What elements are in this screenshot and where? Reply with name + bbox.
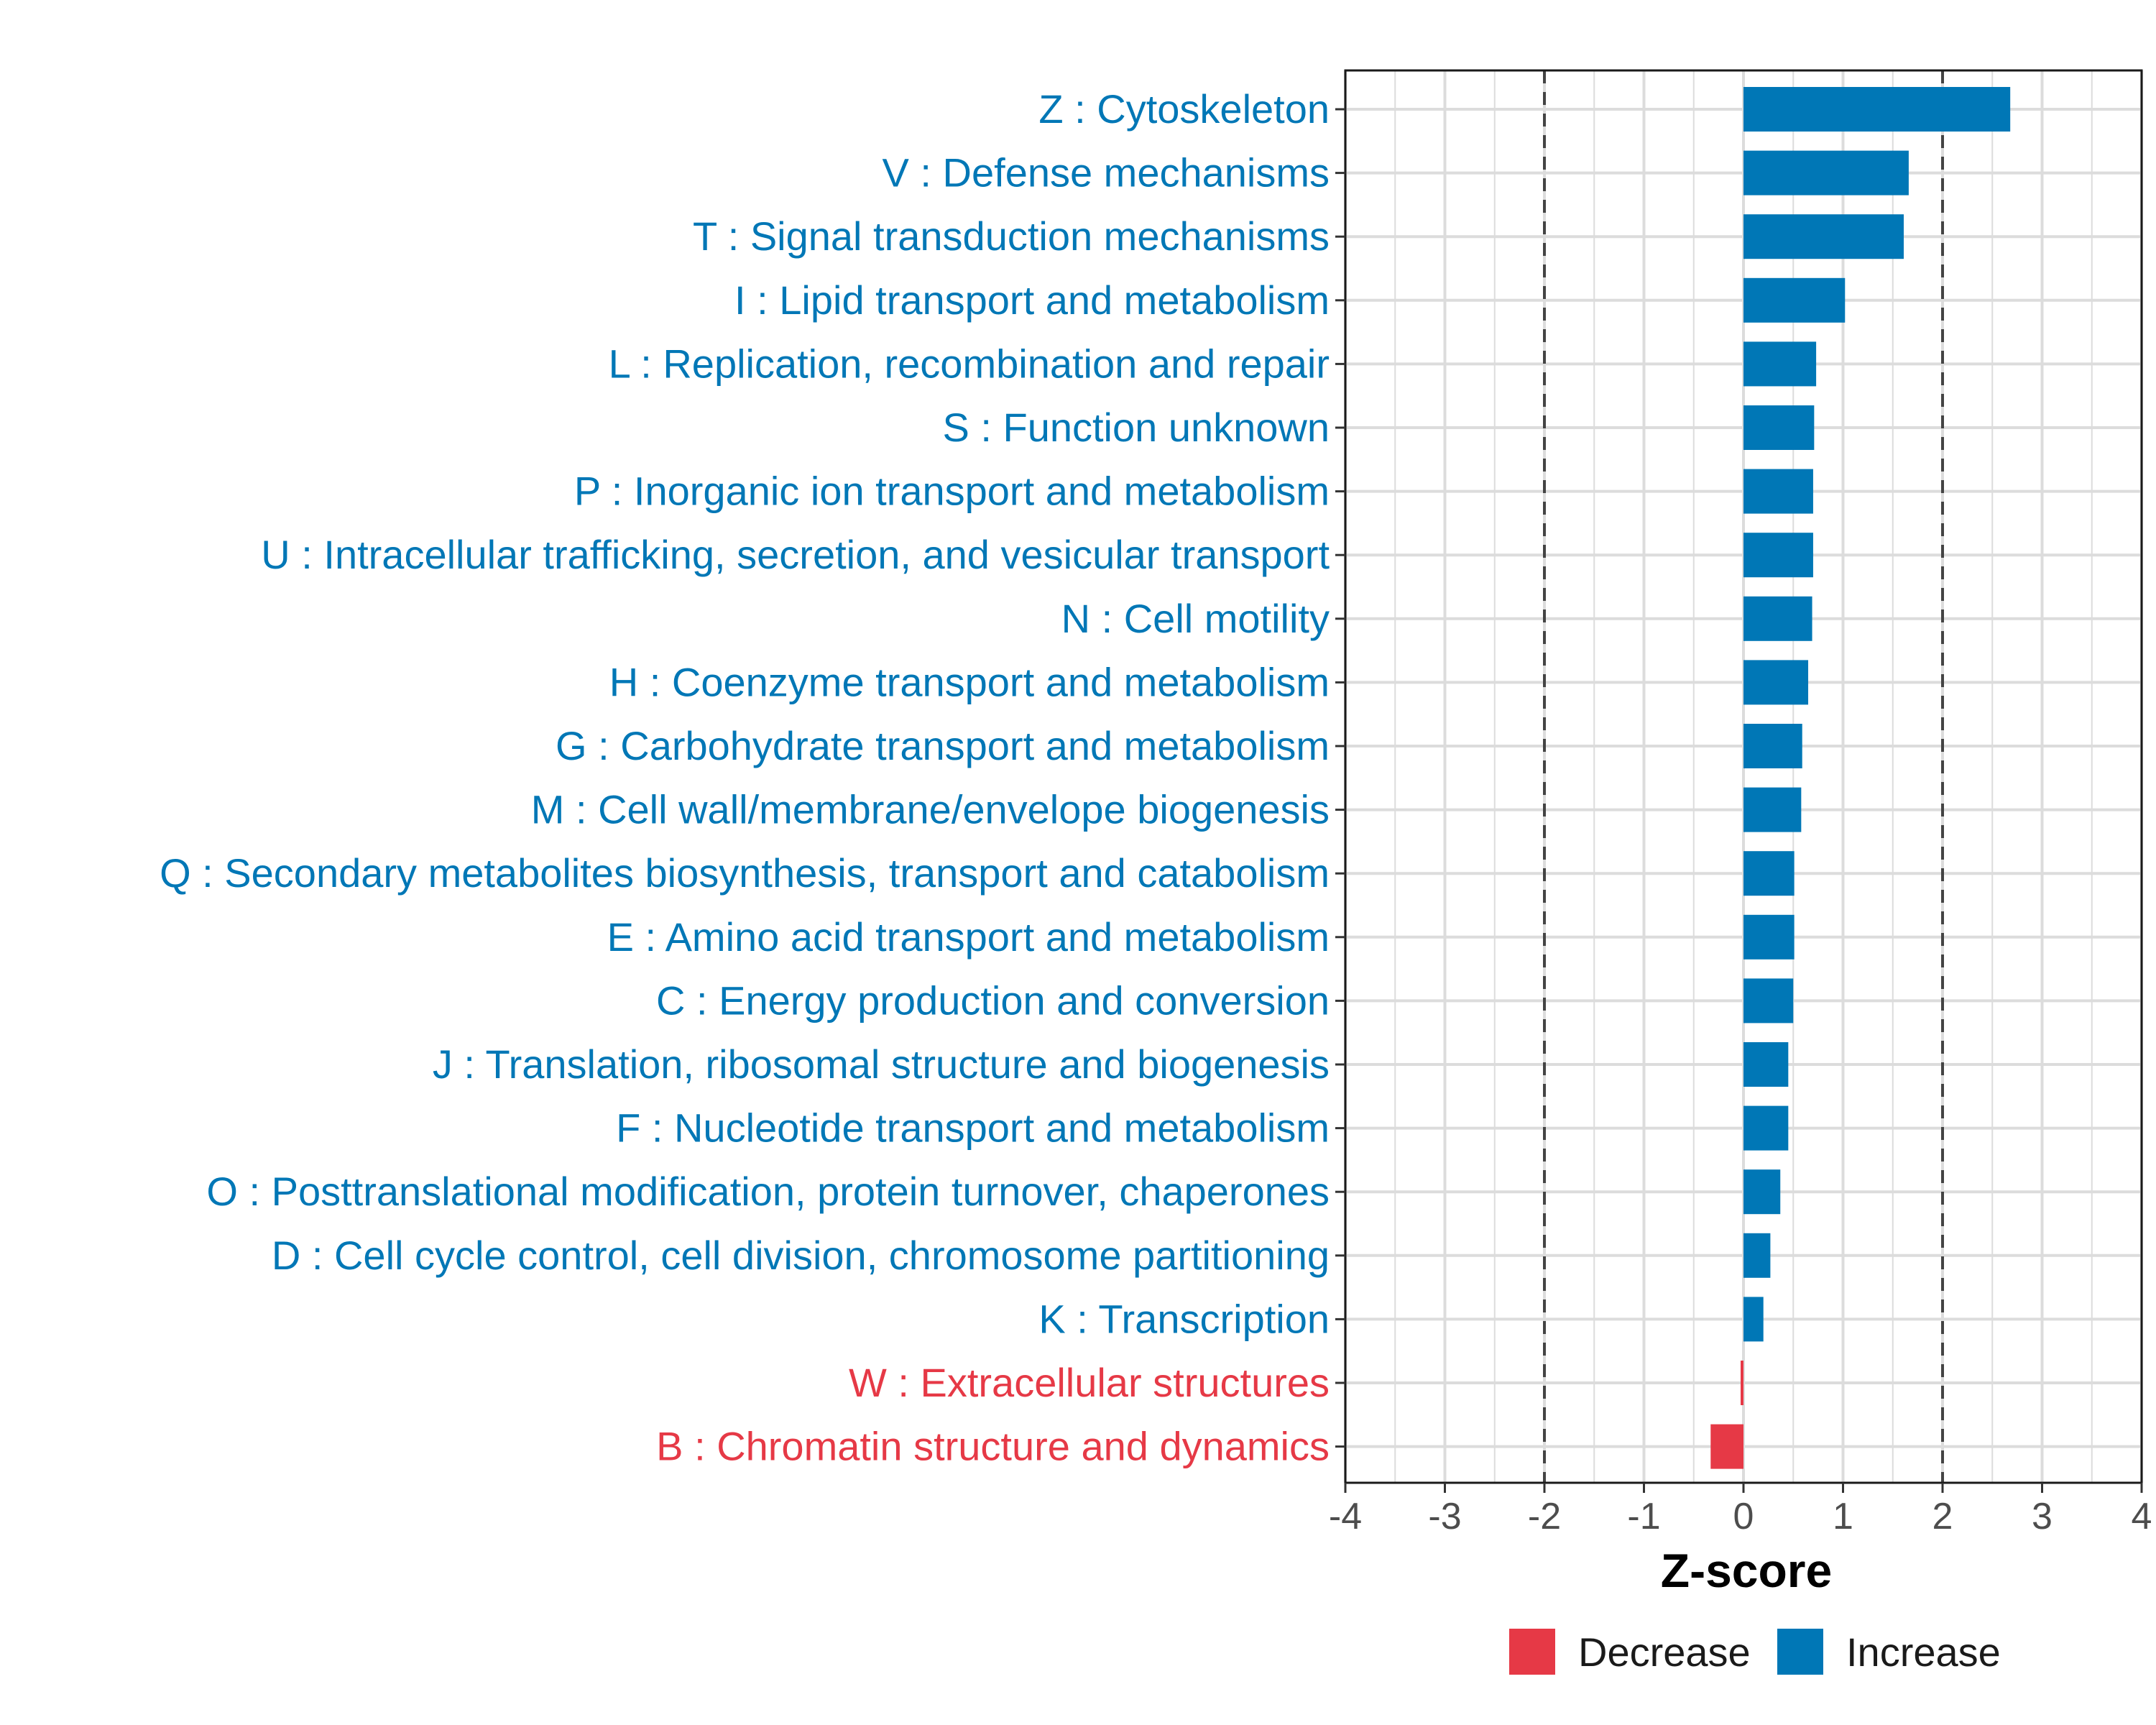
y-axis: Z : Cytoskeleton V : Defense mechanisms T … [160,86,1345,1469]
legend-label: Increase [1846,1629,2001,1675]
x-axis: -4 -3 -2 -1 0 1 2 3 4 [1329,1483,2152,1537]
category-label: G : Carbohydrate transport and metabolis… [556,723,1330,768]
legend-swatch [1777,1629,1823,1675]
bar [1743,469,1813,514]
bar [1743,341,1817,387]
category-label: F : Nucleotide transport and metabolism [616,1105,1330,1151]
category-label: T : Signal transduction mechanisms [693,213,1330,259]
category-label: W : Extracellular structures [849,1360,1330,1405]
bar [1743,851,1795,896]
x-tick-label: -4 [1329,1496,1362,1537]
bar [1743,150,1909,196]
category-label: E : Amino acid transport and metabolism [607,914,1330,960]
bar [1743,405,1815,450]
x-tick-label: -1 [1627,1496,1660,1537]
bar [1743,724,1802,768]
bar [1743,533,1813,578]
x-axis-title: Z-score [1661,1544,1832,1597]
x-tick-label: 3 [2032,1496,2053,1537]
bar [1741,1361,1743,1405]
bars [1710,87,2011,1469]
category-label: B : Chromatin structure and dynamics [656,1424,1330,1469]
x-tick-label: -3 [1428,1496,1461,1537]
category-label: I : Lipid transport and metabolism [734,277,1330,323]
category-label: Q : Secondary metabolites biosynthesis, … [160,850,1330,896]
category-label: K : Transcription [1038,1296,1330,1341]
bar [1743,1105,1789,1151]
category-label: V : Defense mechanisms [883,150,1330,196]
category-label: O : Posttranslational modification, prot… [206,1169,1330,1214]
category-label: H : Coenzyme transport and metabolism [609,659,1330,704]
category-label: J : Translation, ribosomal structure and… [433,1041,1330,1087]
bar [1710,1424,1743,1469]
reference-lines [1543,70,1944,1483]
category-label: P : Inorganic ion transport and metaboli… [574,469,1330,514]
bar [1743,660,1809,705]
bar [1743,1297,1764,1342]
bar [1743,1042,1789,1087]
x-tick-label: -2 [1528,1496,1561,1537]
bar [1743,914,1795,960]
category-label: M : Cell wall/membrane/envelope biogenes… [531,787,1330,832]
x-tick-label: 0 [1733,1496,1754,1537]
bar [1743,87,2011,132]
category-label: N : Cell motility [1061,596,1330,641]
bar [1743,214,1904,259]
category-label: C : Energy production and conversion [656,978,1330,1023]
bar [1743,596,1812,641]
bar [1743,1233,1771,1278]
bar [1743,978,1794,1024]
category-label: L : Replication, recombination and repai… [609,341,1330,386]
category-label: Z : Cytoskeleton [1038,86,1330,132]
bar [1743,277,1846,323]
category-label: S : Function unknown [942,405,1330,450]
bar [1743,787,1802,832]
category-label: U : Intracellular trafficking, secretion… [261,532,1330,577]
x-tick-label: 1 [1833,1496,1853,1537]
x-tick-label: 2 [1932,1496,1953,1537]
legend: Decrease Increase [1509,1629,2001,1675]
category-label: D : Cell cycle control, cell division, c… [272,1233,1330,1278]
legend-swatch [1509,1629,1555,1675]
legend-label: Decrease [1578,1629,1751,1675]
bar [1743,1169,1781,1215]
x-tick-label: 4 [2132,1496,2152,1537]
